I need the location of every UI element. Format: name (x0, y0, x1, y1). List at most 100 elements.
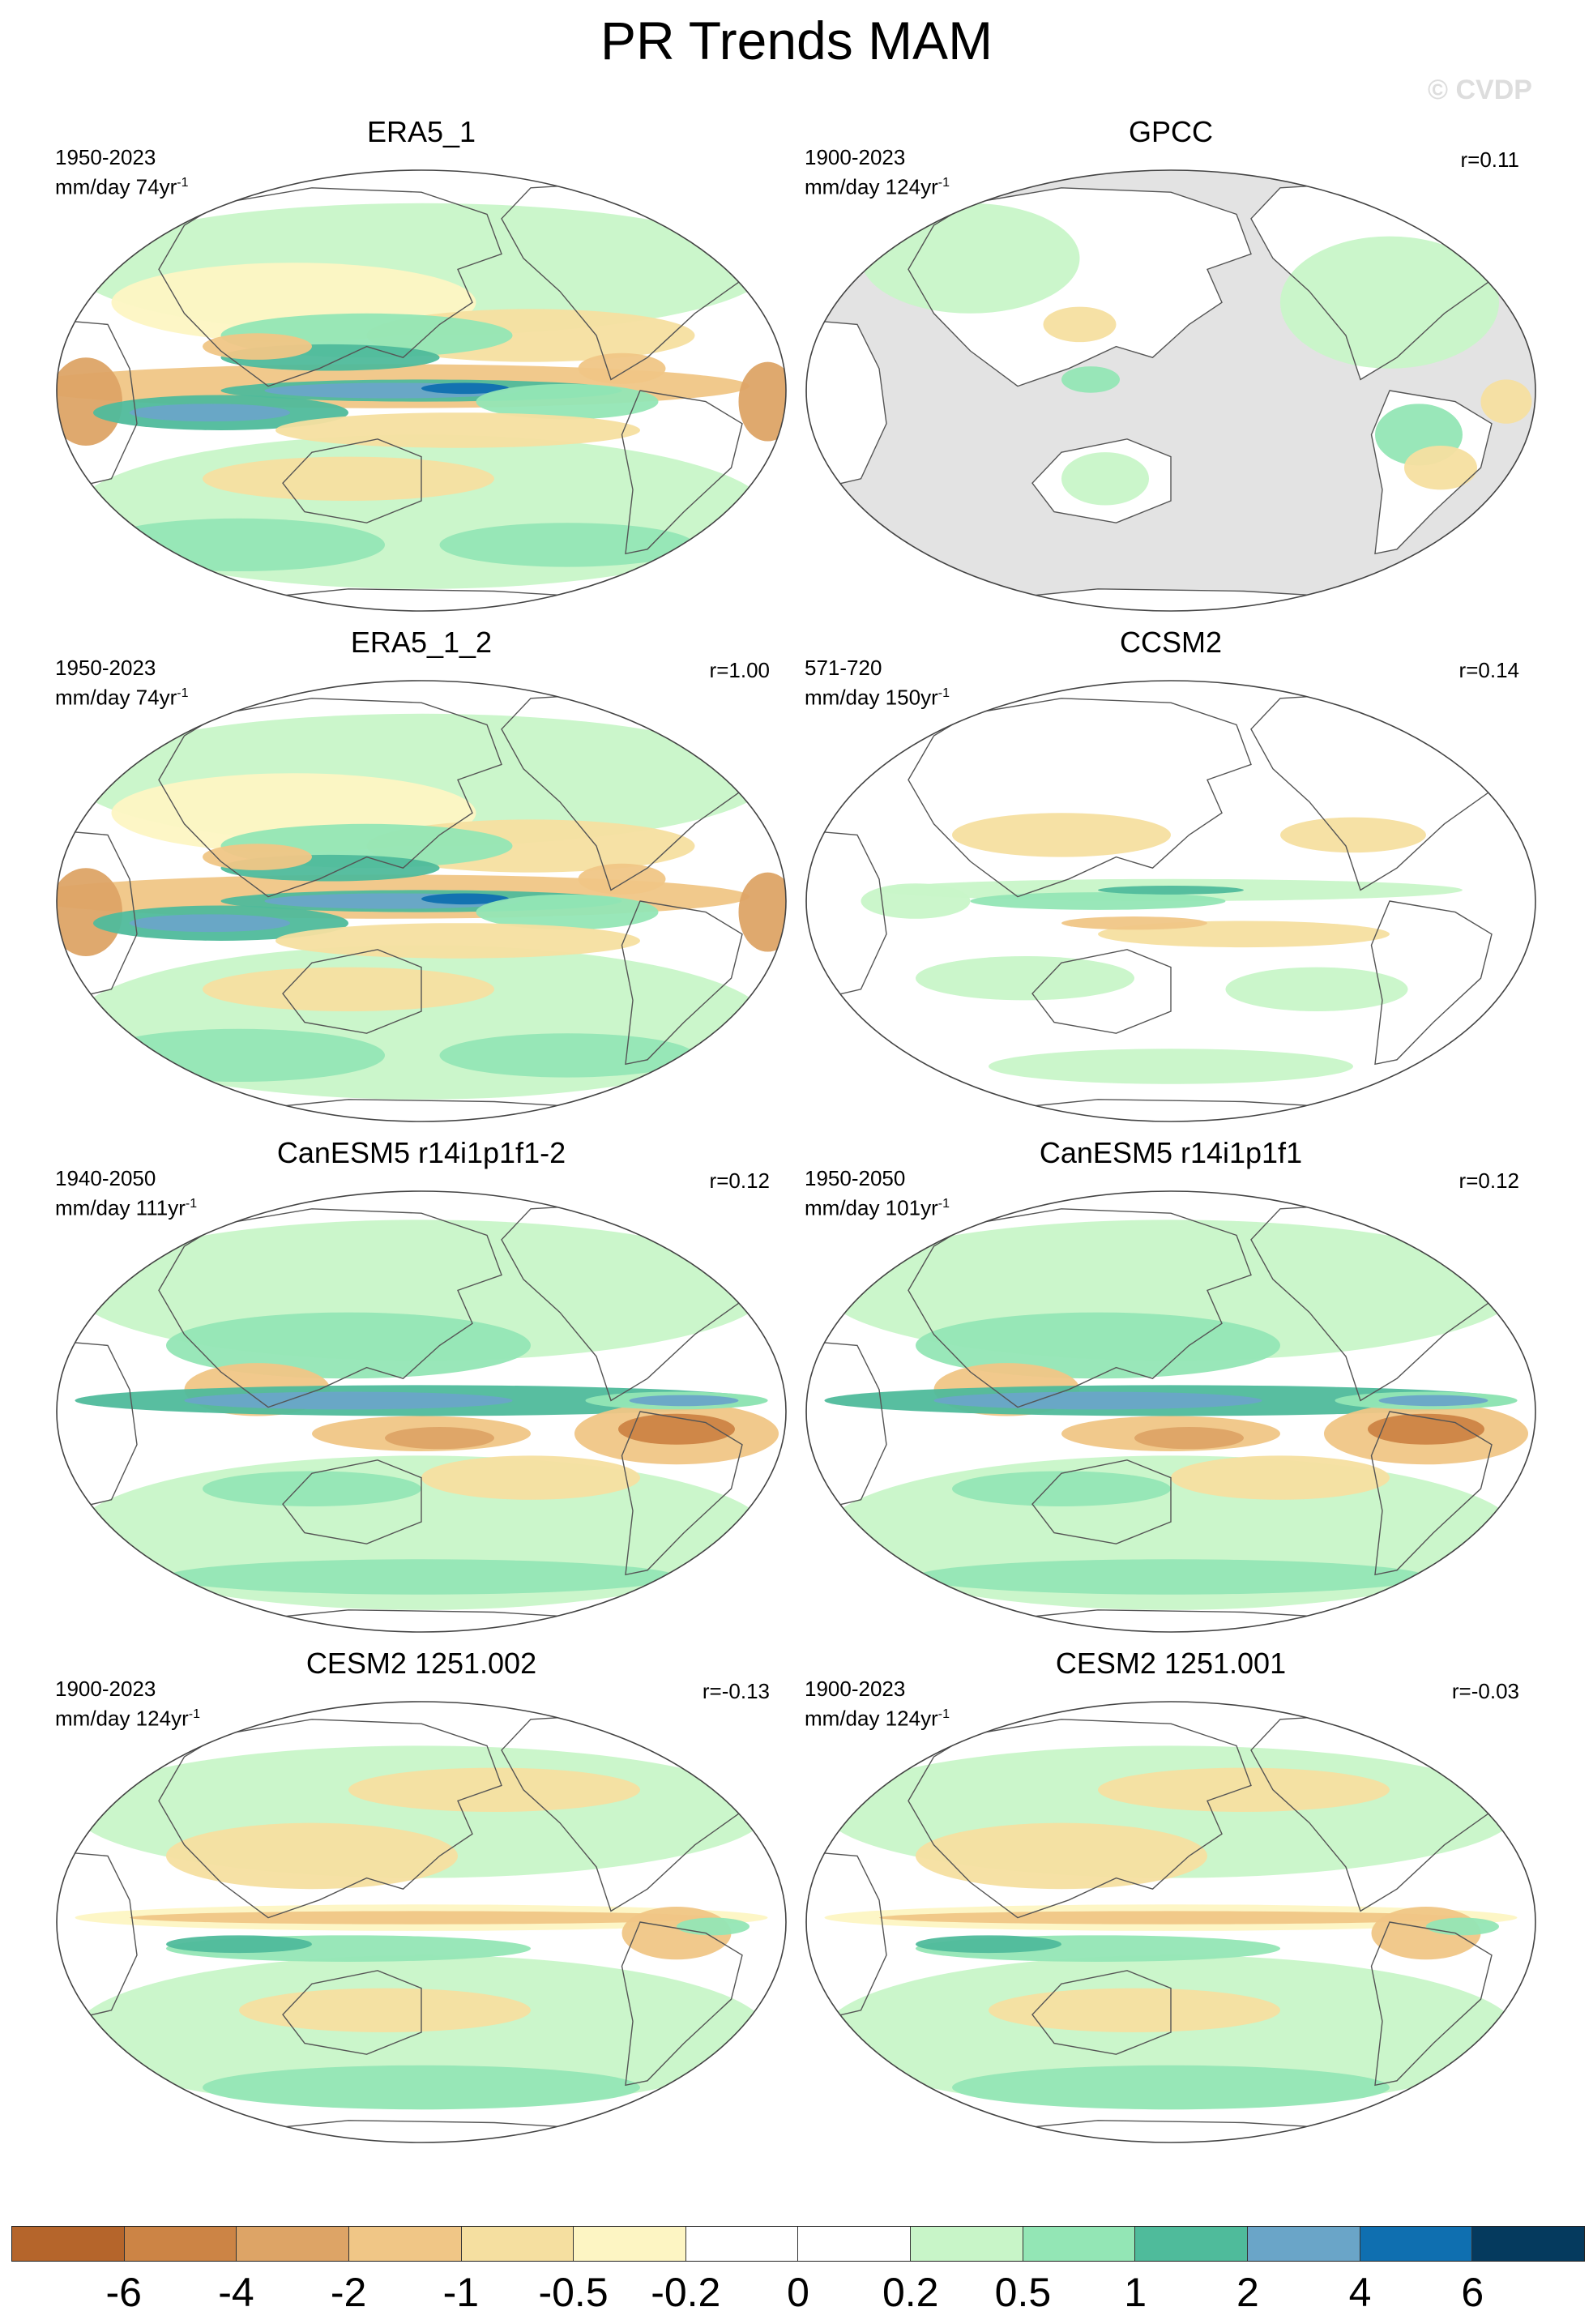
trend-region (184, 1391, 513, 1410)
panel-units: mm/day 74yr-1 (55, 681, 189, 711)
map-panel: CESM2 1251.002 1900-2023 mm/day 124yr-1 r=-… (49, 1647, 794, 2149)
colorbar-tick-label: 1 (1124, 2270, 1147, 2315)
page-title: PR Trends MAM (600, 11, 993, 70)
coastline-asia (908, 698, 1252, 898)
coastline-australia (1031, 949, 1172, 1034)
map-border (56, 169, 787, 612)
trend-region (421, 893, 509, 905)
panel-units: mm/day 111yr-1 (55, 1191, 197, 1221)
trend-region (130, 914, 290, 933)
trend-region (57, 357, 122, 446)
trend-region (1061, 916, 1207, 930)
trend-region (1480, 379, 1532, 424)
coastline-samerica (621, 900, 743, 1066)
panel-title: CanESM5 r14i1p1f1-2 (276, 1136, 566, 1169)
panel-period: 1950-2023 (55, 656, 156, 680)
colorbar-swatch (461, 2227, 574, 2261)
colorbar-swatch (1360, 2227, 1473, 2261)
trend-region (130, 404, 290, 422)
coastline-samerica (621, 1921, 743, 2087)
trend-region (952, 813, 1171, 857)
trend-region (1368, 1413, 1484, 1445)
panel-units-exponent: -1 (937, 1707, 950, 1721)
trend-region (476, 894, 659, 930)
coastline-australia (282, 949, 422, 1034)
panel-correlation: r=0.14 (1458, 658, 1519, 682)
panel-correlation: r=0.12 (709, 1168, 770, 1193)
trend-region (239, 1988, 531, 2032)
colorbar-tick-label: 0.5 (994, 2270, 1052, 2315)
coastline-asia (158, 1208, 502, 1408)
colorbar-swatch (1135, 2227, 1249, 2261)
panel-units: mm/day 74yr-1 (55, 170, 189, 200)
trend-region (861, 883, 971, 919)
coastline-australia (1031, 1970, 1172, 2055)
coastline-samerica (1370, 900, 1493, 1066)
colorbar-swatch (124, 2227, 237, 2261)
trend-region (578, 352, 666, 384)
panel-title: CESM2 1251.002 (305, 1647, 537, 1680)
panel-units-exponent: -1 (937, 1197, 950, 1211)
colorbar-tick-label: 4 (1348, 2270, 1372, 2315)
map-border (805, 1190, 1536, 1633)
panel-units-exponent: -1 (177, 176, 189, 190)
colorbar-tick-label: 0.2 (882, 2270, 939, 2315)
colorbar-swatch (911, 2227, 1023, 2261)
panel-period: 1900-2023 (805, 1677, 906, 1701)
trend-region (93, 518, 385, 572)
trend-region (952, 2065, 1390, 2110)
colorbar-swatch (237, 2227, 349, 2261)
panel-correlation: r=-0.03 (1451, 1679, 1519, 1703)
trend-region (93, 1028, 385, 1083)
colorbar-tick-label: -2 (330, 2270, 367, 2315)
panel-units-exponent: -1 (177, 686, 189, 700)
panel-info: 1900-2023 mm/day 124yr-1 (805, 1676, 950, 1732)
world-map (805, 169, 1536, 612)
colorbar-swatch (685, 2227, 799, 2261)
panel-units-text: mm/day 74yr (55, 174, 177, 199)
panel-correlation: r=-0.13 (702, 1679, 770, 1703)
trend-region (348, 1767, 640, 1812)
trend-region (879, 1911, 1463, 1925)
land-fill-antarctica (952, 588, 1390, 611)
colorbar-tick-label: -0.2 (651, 2270, 721, 2315)
colorbar-swatch (1023, 2227, 1136, 2261)
coastline-samerica (1370, 1921, 1493, 2087)
trend-region (166, 1559, 677, 1595)
panel-title: CCSM2 (1119, 626, 1223, 659)
trend-region (203, 2065, 640, 2110)
colorbar-swatch (1472, 2227, 1584, 2261)
trend-region (970, 892, 1226, 910)
panel-units: mm/day 101yr-1 (805, 1191, 950, 1221)
panel-info: 1940-2050 mm/day 111yr-1 (55, 1165, 197, 1221)
panel-info: 571-720 mm/day 150yr-1 (805, 655, 950, 711)
colorbar-swatch (1248, 2227, 1360, 2261)
coastline-samerica (621, 390, 743, 555)
panel-units: mm/day 124yr-1 (805, 170, 950, 200)
trend-region (989, 1988, 1280, 2032)
trend-region (1134, 1427, 1244, 1450)
trend-region (916, 1312, 1280, 1379)
panel-correlation: r=0.12 (1458, 1168, 1519, 1193)
coastline-samerica (1370, 1411, 1493, 1576)
colorbar-swatch (12, 2227, 125, 2261)
colorbar-swatch (798, 2227, 912, 2261)
trend-region (203, 967, 494, 1011)
map-panel: ERA5_1_2 1950-2023 mm/day 74yr-1 r=1.00 (49, 626, 794, 1128)
trend-region (1098, 885, 1244, 895)
coastline-asia (158, 698, 502, 898)
map-border (56, 1190, 787, 1633)
coastline-australia (1031, 1459, 1172, 1544)
colorbar-tick-label: -0.5 (538, 2270, 609, 2315)
colorbar-tick-label: 6 (1461, 2270, 1484, 2315)
panel-period: 571-720 (805, 656, 882, 680)
panel-title: ERA5_1_2 (350, 626, 493, 659)
coastline-australia (282, 1459, 422, 1544)
panel-info: 1950-2023 mm/day 74yr-1 (55, 655, 189, 711)
panel-title: ERA5_1 (366, 115, 476, 148)
trend-region (57, 868, 122, 957)
trend-region (166, 1935, 312, 1954)
colorbar-swatch (348, 2227, 462, 2261)
trend-region (578, 863, 666, 895)
map-panel: ERA5_1 1950-2023 mm/day 74yr-1 (49, 115, 794, 617)
